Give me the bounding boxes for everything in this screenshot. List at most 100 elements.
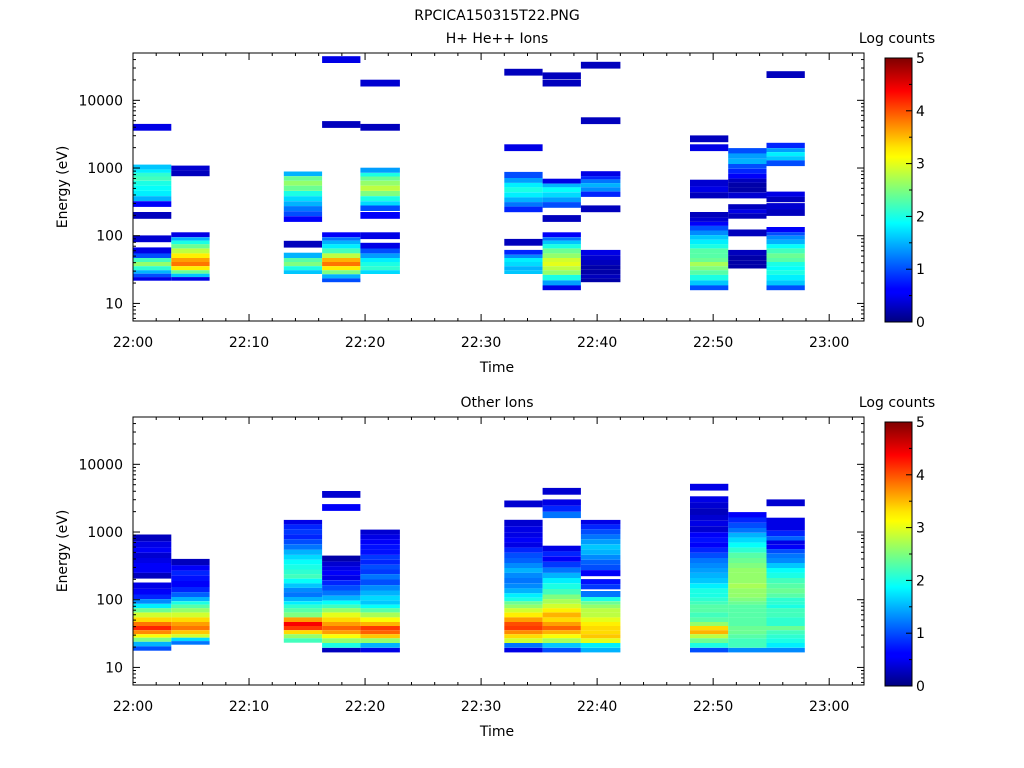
heatmap-cell: [283, 601, 323, 605]
heatmap-cell: [322, 244, 361, 249]
heatmap-cell: [283, 519, 323, 525]
heatmap-cell: [580, 555, 621, 560]
heatmap-cell: [322, 566, 361, 571]
heatmap-cell: [171, 558, 210, 566]
heatmap-cell: [322, 278, 361, 283]
heatmap-cell: [322, 604, 361, 609]
heatmap-cell: [728, 158, 767, 164]
heatmap-cell: [690, 235, 729, 240]
heatmap-cell: [360, 205, 400, 211]
heatmap-cell: [322, 608, 361, 613]
heatmap-cell: [360, 608, 400, 613]
heatmap-cell: [690, 572, 729, 579]
heatmap-cell: [322, 590, 361, 596]
heatmap-cell: [690, 608, 729, 613]
heatmap-cell: [504, 192, 543, 198]
heatmap-cell: [322, 253, 361, 258]
heatmap-cell: [171, 270, 210, 274]
heatmap-cell: [322, 266, 361, 271]
heatmap-cell: [580, 205, 621, 213]
heatmap-cell: [133, 534, 172, 542]
heatmap-cell: [580, 559, 621, 565]
heatmap-cell: [283, 266, 323, 271]
heatmap-cell: [322, 248, 361, 254]
heatmap-cell: [766, 540, 805, 545]
heatmap-cell: [283, 604, 323, 609]
heatmap-cell: [690, 483, 729, 491]
heatmap-cell: [580, 255, 621, 260]
x-tick-label: 23:00: [809, 335, 849, 351]
heatmap-cell: [690, 542, 729, 548]
heatmap-cell: [580, 638, 621, 643]
heatmap-cell: [360, 630, 400, 635]
heatmap-cell: [580, 539, 621, 545]
heatmap-cell: [360, 176, 400, 181]
heatmap-cell: [766, 568, 805, 573]
heatmap-cell: [690, 547, 729, 553]
heatmap-cell: [690, 626, 729, 631]
heatmap-cell: [542, 622, 581, 626]
heatmap-cell: [690, 514, 729, 521]
y-axis: 10 100 1000 10000: [78, 52, 864, 319]
heatmap-cell: [283, 206, 323, 212]
x-axis: 22:00 22:10 22:20 22:30 22:40 22:50 23:00: [113, 417, 853, 715]
heatmap-cell: [322, 262, 361, 267]
heatmap-cell: [728, 249, 767, 256]
heatmap-cell: [504, 532, 543, 538]
heatmap-cell: [283, 216, 323, 222]
heatmap-cell: [360, 617, 400, 622]
heatmap-cell: [766, 156, 805, 161]
heatmap-cell: [133, 622, 172, 626]
heatmap-cell: [283, 524, 323, 530]
heatmap-cell: [542, 567, 581, 573]
heatmap-cell: [283, 626, 323, 631]
heatmap-cell: [728, 593, 767, 598]
colorbar-tick-label: 1: [916, 262, 925, 278]
heatmap-cell: [766, 499, 805, 507]
heatmap-cell: [171, 608, 210, 613]
heatmap-cell: [766, 536, 805, 541]
heatmap-cell: [580, 171, 621, 177]
heatmap-cell: [504, 519, 543, 527]
heatmap-cell: [322, 647, 361, 653]
heatmap-cell: [766, 612, 805, 618]
heatmap-cell: [580, 564, 621, 571]
heatmap-cell: [542, 240, 581, 245]
heatmap-cell: [133, 582, 172, 589]
heatmap-cell: [766, 524, 805, 531]
heatmap-cell: [504, 583, 543, 589]
heatmap-cell: [504, 617, 543, 622]
heatmap-cell: [580, 608, 621, 613]
heatmap-cell: [690, 280, 729, 286]
heatmap-cell: [504, 187, 543, 193]
heatmap-cell: [283, 583, 323, 588]
heatmap-cell: [504, 588, 543, 594]
heatmap-cell: [283, 539, 323, 545]
heatmap-cell: [580, 524, 621, 530]
heatmap-cell: [766, 634, 805, 639]
heatmap-cell: [728, 182, 767, 188]
heatmap-cell: [283, 549, 323, 555]
heatmap-cell: [766, 148, 805, 153]
heatmap-cell: [322, 617, 361, 622]
colorbar-gradient: [884, 57, 913, 323]
heatmap-cell: [766, 572, 805, 579]
heatmap-cell: [322, 232, 361, 238]
heatmap-cell: [728, 568, 767, 573]
heatmap-cell: [171, 617, 210, 622]
heatmap-cell: [690, 230, 729, 236]
heatmap-cell: [171, 612, 210, 618]
heatmap-cell: [728, 588, 767, 594]
heatmap-cell: [360, 253, 400, 258]
heatmap-cell: [504, 526, 543, 533]
x-tick-label: 22:40: [577, 699, 617, 715]
heatmap-cell: [133, 176, 172, 181]
heatmap-cell: [133, 273, 172, 278]
heatmap-cell: [322, 240, 361, 245]
heatmap-cell: [360, 564, 400, 570]
heatmap-cell: [766, 196, 805, 203]
heatmap-cell: [766, 604, 805, 609]
heatmap-cell: [171, 170, 210, 177]
heatmap-cell: [322, 491, 361, 498]
heatmap-cell: [133, 617, 172, 622]
